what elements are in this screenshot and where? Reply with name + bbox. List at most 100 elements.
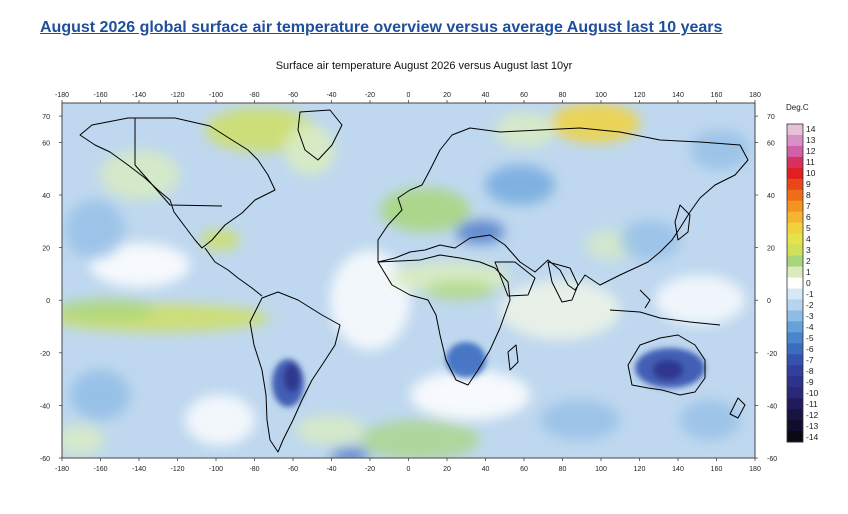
colorbar-segment <box>787 354 803 366</box>
colorbar-frame <box>786 123 804 443</box>
colorbar-label: -8 <box>806 365 814 376</box>
lon-tick-label: 40 <box>482 92 490 99</box>
colorbar-segment <box>787 332 803 344</box>
lon-tick-label: -120 <box>170 92 184 99</box>
lat-tick-label: 20 <box>42 246 50 253</box>
lon-tick-label: 40 <box>482 466 490 473</box>
colorbar-label: -13 <box>806 420 819 431</box>
lon-tick-label: 140 <box>672 92 684 99</box>
colorbar-label: -11 <box>806 398 818 409</box>
colorbar-label: -7 <box>806 354 814 365</box>
colorbar-label: -3 <box>806 310 814 321</box>
colorbar-segment <box>787 167 803 180</box>
lat-tick-label: 40 <box>767 193 775 200</box>
colorbar-label: 4 <box>806 234 811 245</box>
lon-tick-label: -80 <box>249 466 259 473</box>
colorbar-segment <box>787 255 803 268</box>
lon-tick-label: 120 <box>634 92 646 99</box>
colorbar-segment <box>787 244 803 257</box>
lat-tick-label: -20 <box>767 351 777 358</box>
lon-tick-label: -100 <box>209 466 223 473</box>
colorbar-segment <box>787 365 803 377</box>
lon-tick-label: 100 <box>595 466 607 473</box>
colorbar-label: 14 <box>806 124 816 135</box>
lat-tick-label: 0 <box>46 298 50 305</box>
colorbar-label: 13 <box>806 135 816 146</box>
lon-tick-label: -40 <box>326 92 336 99</box>
longitude-axis-bottom: -180 -160 -140 -120 -100 -80 -60 -40 -20 0 20 40 60 8… <box>55 458 761 473</box>
lat-tick-label: 70 <box>767 114 775 121</box>
colorbar-segment <box>787 398 803 410</box>
lon-tick-label: 80 <box>559 466 567 473</box>
lon-tick-label: 60 <box>520 92 528 99</box>
colorbar-segment <box>787 420 803 432</box>
colorbar-segment <box>787 124 803 136</box>
colorbar-label: 11 <box>806 157 815 168</box>
colorbar-segment <box>787 233 803 246</box>
colorbar-segment <box>787 145 803 158</box>
colorbar-segment <box>787 189 803 202</box>
colorbar-segment <box>787 134 803 147</box>
lon-tick-label: -180 <box>55 92 69 99</box>
colorbar-label: 6 <box>806 212 811 223</box>
map-title: Surface air temperature August 2026 vers… <box>275 60 573 72</box>
lat-tick-label: -60 <box>40 456 50 463</box>
lon-tick-label: -20 <box>365 92 375 99</box>
colorbar-segment <box>787 178 803 191</box>
colorbar-segment <box>787 376 803 388</box>
colorbar-segment <box>787 310 803 322</box>
lat-tick-label: -40 <box>40 403 50 410</box>
colorbar-label: 10 <box>806 168 816 179</box>
lon-tick-label: -140 <box>132 92 146 99</box>
lat-tick-label: -40 <box>767 403 777 410</box>
lon-tick-label: 0 <box>407 92 411 99</box>
colorbar-segment <box>787 299 803 311</box>
colorbar-label: 2 <box>806 256 811 267</box>
lon-tick-label: 180 <box>749 466 761 473</box>
colorbar-label: 12 <box>806 146 816 157</box>
colorbar-label: -12 <box>806 409 819 420</box>
lat-tick-label: -60 <box>767 456 777 463</box>
colorbar-label: -6 <box>806 343 814 354</box>
lon-tick-label: -80 <box>249 92 259 99</box>
lon-tick-label: -160 <box>93 92 107 99</box>
colorbar-label: -2 <box>806 299 814 310</box>
lon-tick-label: 140 <box>672 466 684 473</box>
latitude-axis-left: 70 60 40 20 0 -20 -40 -60 <box>40 114 62 463</box>
colorbar-unit: Deg.C <box>786 103 809 112</box>
lon-tick-label: 160 <box>711 466 723 473</box>
colorbar-label: -9 <box>806 376 814 387</box>
lon-tick-label: 20 <box>443 92 451 99</box>
lon-tick-label: -60 <box>288 92 298 99</box>
colorbar-segment <box>787 266 803 279</box>
lon-tick-label: 100 <box>595 92 607 99</box>
lon-tick-label: -140 <box>132 466 146 473</box>
colorbar-label: 3 <box>806 245 811 256</box>
colorbar-label: 9 <box>806 179 811 190</box>
lat-tick-label: 20 <box>767 246 775 253</box>
colorbar-label: -10 <box>806 387 819 398</box>
colorbar <box>786 123 804 443</box>
lon-tick-label: -160 <box>93 466 107 473</box>
lon-tick-label: 160 <box>711 92 723 99</box>
colorbar-label: -1 <box>806 288 814 299</box>
colorbar-segment <box>787 156 803 169</box>
colorbar-segment <box>787 431 803 443</box>
lat-tick-label: 60 <box>42 140 50 147</box>
lon-tick-label: -100 <box>209 92 223 99</box>
lon-tick-label: -180 <box>55 466 69 473</box>
colorbar-segment <box>787 200 803 213</box>
colorbar-segment <box>787 222 803 235</box>
colorbar-segment <box>787 409 803 421</box>
colorbar-segment <box>787 321 803 333</box>
colorbar-segment <box>787 387 803 399</box>
colorbar-segment <box>787 288 803 300</box>
lon-tick-label: 80 <box>559 92 567 99</box>
lon-tick-label: -40 <box>326 466 336 473</box>
strong-cold-anomalies <box>272 342 705 407</box>
lon-tick-label: 20 <box>443 466 451 473</box>
colorbar-label: 5 <box>806 223 811 234</box>
latitude-axis-right: 70 60 40 20 0 -20 -40 -60 <box>755 114 777 463</box>
colorbar-segment <box>787 211 803 224</box>
